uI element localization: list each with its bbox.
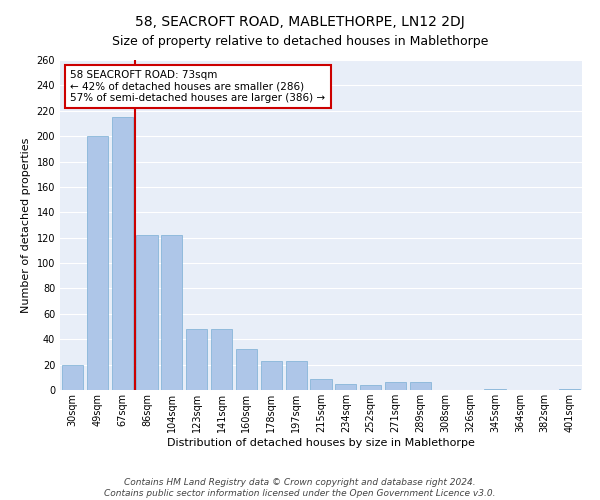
Text: 58, SEACROFT ROAD, MABLETHORPE, LN12 2DJ: 58, SEACROFT ROAD, MABLETHORPE, LN12 2DJ — [135, 15, 465, 29]
Text: Size of property relative to detached houses in Mablethorpe: Size of property relative to detached ho… — [112, 35, 488, 48]
X-axis label: Distribution of detached houses by size in Mablethorpe: Distribution of detached houses by size … — [167, 438, 475, 448]
Bar — [136, 235, 158, 390]
Bar — [310, 378, 332, 390]
Bar — [559, 388, 580, 390]
Bar — [87, 136, 108, 390]
Bar — [286, 361, 307, 390]
Bar — [211, 329, 232, 390]
Bar — [161, 235, 182, 390]
Bar — [186, 329, 207, 390]
Bar — [112, 117, 133, 390]
Bar — [62, 364, 83, 390]
Bar — [335, 384, 356, 390]
Bar — [236, 350, 257, 390]
Text: Contains HM Land Registry data © Crown copyright and database right 2024.
Contai: Contains HM Land Registry data © Crown c… — [104, 478, 496, 498]
Bar — [385, 382, 406, 390]
Bar — [484, 388, 506, 390]
Text: 58 SEACROFT ROAD: 73sqm
← 42% of detached houses are smaller (286)
57% of semi-d: 58 SEACROFT ROAD: 73sqm ← 42% of detache… — [70, 70, 326, 103]
Bar — [261, 361, 282, 390]
Y-axis label: Number of detached properties: Number of detached properties — [21, 138, 31, 312]
Bar — [360, 385, 381, 390]
Bar — [410, 382, 431, 390]
